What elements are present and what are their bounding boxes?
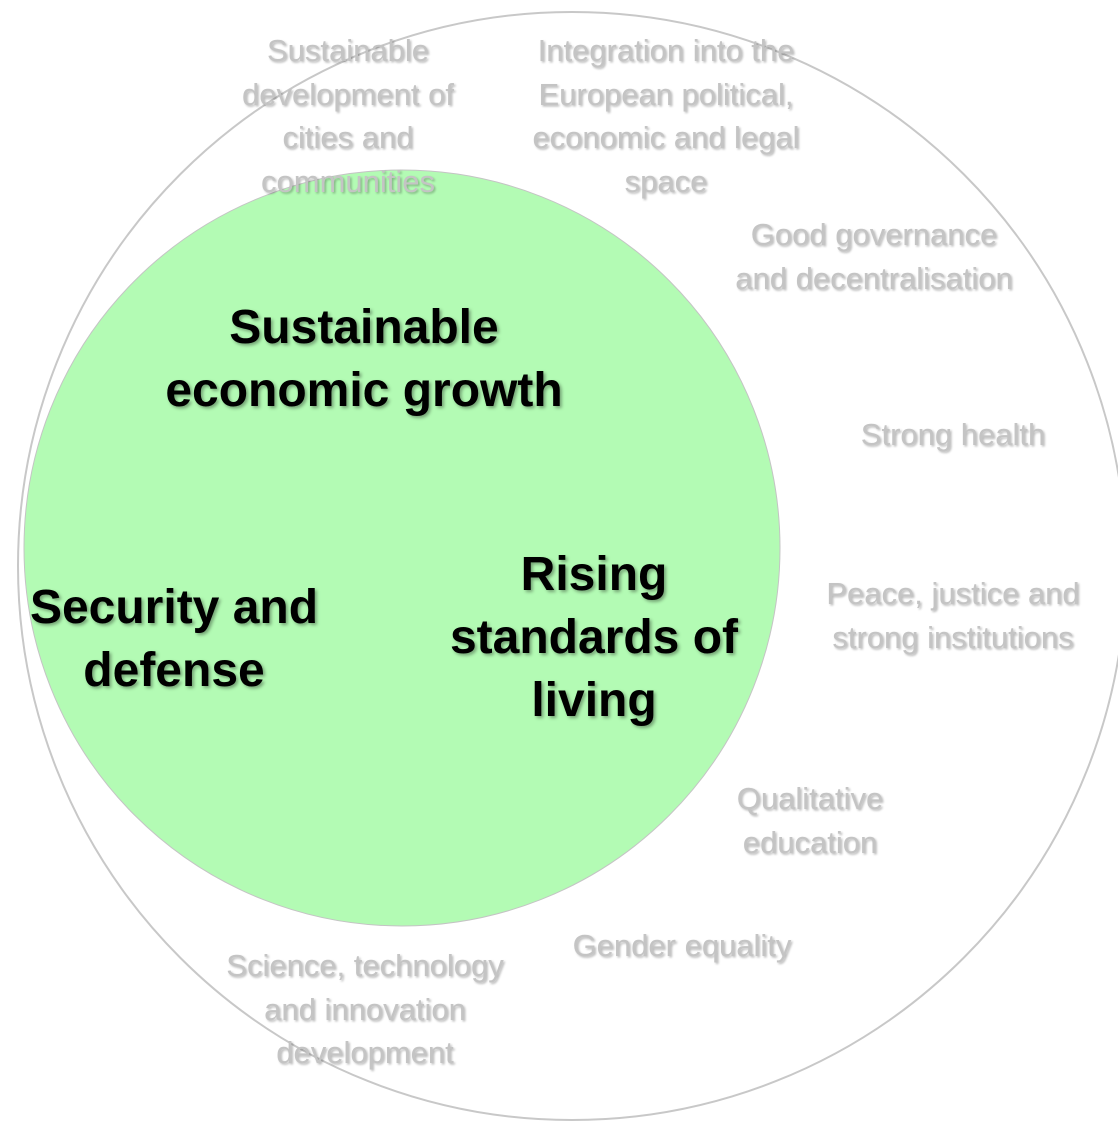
label-gender-equality: Gender equality — [572, 928, 792, 963]
label-strong-health: Strong health — [860, 417, 1046, 452]
label-good-governance: Good governance and decentralisation — [735, 217, 1013, 296]
inner-circle — [23, 169, 781, 927]
label-peace-justice: Peace, justice and strong institutions — [826, 576, 1080, 655]
label-security-defense: Security and defense — [29, 581, 319, 697]
label-european-integration: Integration into the European political,… — [532, 33, 800, 199]
label-cities-communities: Sustainable development of cities and co… — [242, 33, 454, 199]
label-rising-living-standards: Rising standards of living — [449, 548, 739, 727]
label-sustainable-economic-growth: Sustainable economic growth — [165, 301, 563, 417]
label-qualitative-education: Qualitative education — [736, 781, 884, 860]
label-science-technology: Science, technology and innovation devel… — [226, 948, 504, 1070]
